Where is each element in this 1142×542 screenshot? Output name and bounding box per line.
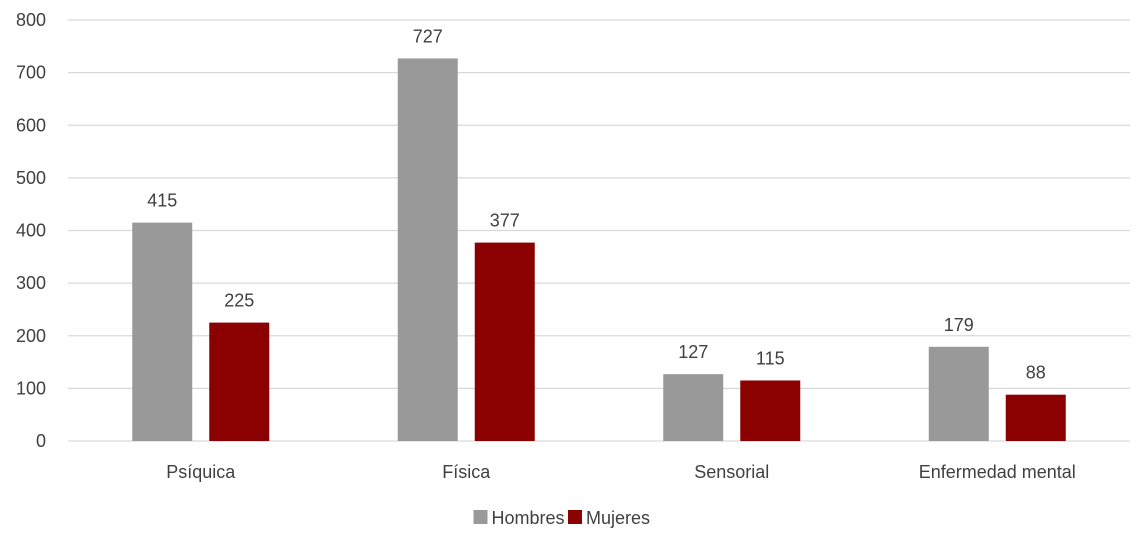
data-label: 88 [1026, 363, 1046, 383]
y-tick-label: 400 [16, 221, 46, 241]
bar-mujeres [740, 380, 801, 441]
data-label: 225 [224, 291, 254, 311]
y-axis-tick-labels: 0 100 200 300 400 500 600 700 800 [16, 10, 46, 451]
bars [132, 58, 1066, 441]
x-category-label: Psíquica [166, 462, 236, 482]
y-tick-label: 100 [16, 378, 46, 398]
x-category-label: Física [442, 462, 491, 482]
y-tick-label: 200 [16, 326, 46, 346]
y-tick-label: 600 [16, 115, 46, 135]
legend-label-mujeres: Mujeres [586, 508, 650, 528]
x-category-label: Enfermedad mental [919, 462, 1076, 482]
data-label: 179 [944, 315, 974, 335]
legend-swatch-hombres [473, 510, 488, 524]
legend-label-hombres: Hombres [492, 508, 565, 528]
bar-hombres [132, 222, 193, 441]
y-tick-label: 800 [16, 10, 46, 30]
bar-mujeres [1005, 394, 1066, 441]
legend-swatch-mujeres [568, 510, 582, 524]
data-labels: 415 225 727 377 127 115 179 88 [147, 26, 1046, 382]
data-label: 415 [147, 191, 177, 211]
data-label: 377 [490, 211, 520, 231]
data-label: 127 [678, 342, 708, 362]
data-label: 115 [756, 348, 785, 368]
legend: Hombres Mujeres [473, 508, 650, 528]
y-tick-label: 300 [16, 273, 46, 293]
bar-hombres [663, 374, 724, 441]
x-category-label: Sensorial [694, 462, 769, 482]
y-tick-label: 0 [36, 431, 46, 451]
y-tick-label: 500 [16, 168, 46, 188]
bar-hombres [928, 346, 989, 441]
bar-hombres [397, 58, 458, 441]
data-label: 727 [413, 26, 443, 46]
bar-mujeres [209, 322, 270, 441]
y-tick-label: 700 [16, 63, 46, 83]
bar-mujeres [474, 242, 535, 441]
x-axis-category-labels: Psíquica Física Sensorial Enfermedad mental [166, 462, 1076, 482]
